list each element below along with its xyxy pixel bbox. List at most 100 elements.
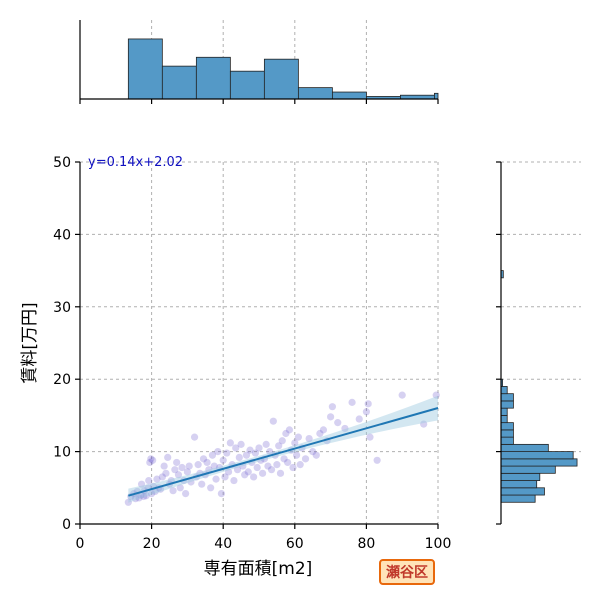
scatter-point — [208, 451, 217, 459]
scatter-point — [264, 462, 272, 470]
scatter-point — [145, 476, 153, 485]
right-histogram-bar — [500, 393, 514, 402]
scatter-point — [269, 417, 277, 425]
top-histogram-bar — [161, 65, 197, 100]
scatter-point — [230, 476, 238, 485]
right-histogram-bar — [500, 407, 508, 416]
x-tick-label: 40 — [214, 536, 232, 552]
scatter-point — [146, 458, 154, 467]
x-axis-label: 専有面積[m2] — [204, 559, 313, 579]
scatter-point — [147, 455, 155, 463]
scatter-point — [226, 439, 234, 447]
scatter-point — [278, 437, 286, 445]
scatter-point — [237, 440, 245, 448]
right-histogram — [500, 270, 578, 503]
right-histogram-bar — [500, 414, 508, 424]
scatter-point — [140, 492, 148, 501]
scatter-point — [217, 489, 226, 498]
right-histogram-bar — [500, 480, 538, 489]
x-tick-label: 100 — [425, 536, 452, 552]
scatter-point — [251, 449, 260, 457]
scatter-point — [131, 495, 140, 503]
scatter-point — [158, 473, 166, 481]
scatter-point — [328, 403, 336, 411]
scatter-point — [169, 487, 177, 495]
y-tick-label: 40 — [53, 227, 71, 243]
scatter-point — [149, 456, 157, 464]
scatter-point — [187, 478, 195, 486]
scatter-point — [198, 480, 206, 488]
scatter-point — [174, 471, 183, 479]
scatter-point — [137, 480, 146, 488]
scatter-point — [242, 451, 251, 459]
scatter-point — [341, 424, 349, 433]
scatter-point — [203, 458, 211, 467]
scatter-point — [162, 469, 170, 477]
scatter-point — [148, 489, 156, 498]
scatter-point — [142, 492, 150, 500]
y-tick-label: 50 — [53, 155, 71, 171]
scatter-point — [210, 462, 218, 470]
scatter-point — [253, 463, 261, 472]
scatter-point — [280, 455, 288, 463]
scatter-point — [262, 440, 270, 448]
y-tick-label: 0 — [62, 517, 71, 533]
scatter-point — [250, 473, 258, 481]
scatter-point — [171, 466, 179, 474]
scatter-point — [362, 408, 370, 416]
scatter-point — [258, 469, 267, 477]
scatter-point — [285, 426, 294, 434]
y-tick-label: 20 — [53, 372, 71, 388]
scatter-point — [301, 455, 310, 463]
right-histogram-bar — [500, 422, 514, 431]
scatter-point — [366, 433, 374, 441]
scatter-points — [124, 391, 440, 506]
scatter-point — [291, 439, 299, 447]
x-tick-label: 0 — [76, 536, 85, 552]
top-histogram-bar — [434, 92, 439, 100]
scatter-point — [305, 434, 313, 443]
scatter-point — [176, 484, 184, 492]
scatter-point — [199, 455, 208, 463]
scatter-point — [160, 462, 168, 470]
y-tick-label: 30 — [53, 300, 71, 316]
scatter-point — [183, 468, 191, 476]
scatter-point — [309, 448, 317, 456]
x-tick-label: 20 — [143, 536, 161, 552]
regression — [128, 395, 439, 503]
scatter-point — [364, 400, 372, 408]
x-tick-label: 60 — [286, 536, 304, 552]
top-histogram-bar — [195, 56, 231, 100]
scatter-point — [214, 448, 222, 456]
right-histogram-bar — [500, 429, 514, 438]
top-histogram-bar — [331, 91, 367, 100]
scatter-point — [185, 462, 193, 470]
scatter-point — [282, 429, 290, 438]
right-histogram-bar — [500, 386, 508, 395]
scatter-point — [276, 469, 285, 477]
top-histogram-bar — [297, 87, 333, 100]
scatter-point — [312, 451, 320, 459]
scatter-point — [246, 446, 254, 454]
scatter-point — [294, 433, 302, 441]
grid — [79, 20, 581, 524]
scatter-point — [275, 442, 283, 450]
scatter-point — [219, 456, 227, 464]
scatter-point — [224, 468, 233, 476]
scatter-point — [221, 473, 229, 481]
scatter-point — [153, 475, 161, 483]
right-histogram-bar — [500, 458, 578, 467]
y-axis-label: 賃料[万円] — [20, 302, 40, 383]
top-histogram — [127, 38, 439, 100]
x-tick-label: 80 — [357, 536, 375, 552]
scatter-point — [334, 419, 342, 427]
scatter-point — [292, 451, 301, 459]
regression-equation: y=0.14x+2.02 — [88, 155, 183, 170]
axes: 0 20 40 60 80 100 0 10 20 30 40 50 — [53, 20, 502, 552]
regression-line — [128, 407, 439, 497]
scatter-point — [373, 456, 381, 464]
scatter-point — [124, 498, 132, 506]
scatter-point — [135, 494, 143, 502]
scatter-point — [194, 461, 202, 469]
top-histogram-bar — [229, 70, 265, 100]
